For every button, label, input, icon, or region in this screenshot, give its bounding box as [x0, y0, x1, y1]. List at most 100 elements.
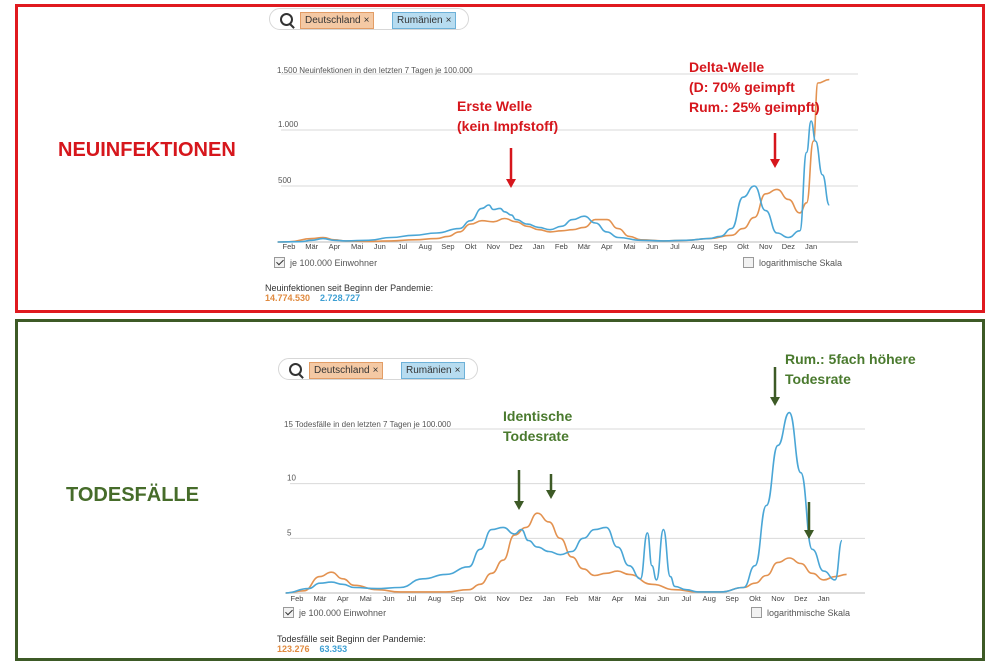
x-tick-label: Nov [487, 242, 501, 251]
x-tick-label: Jul [682, 594, 692, 603]
annotation-line: (kein Impfstoff) [457, 118, 559, 134]
annotation-line: Rum.: 25% geimpft) [689, 99, 820, 115]
chip-deutschland[interactable]: Deutschland × [300, 12, 375, 29]
y-tick-label: 500 [278, 176, 292, 185]
x-tick-label: Feb [291, 594, 304, 603]
x-tick-label: Jul [398, 242, 408, 251]
x-tick-label: Aug [419, 242, 432, 251]
log-scale-checkbox[interactable]: logarithmische Skala [751, 607, 850, 618]
annotation-line: Erste Welle [457, 98, 533, 114]
x-tick-label: Aug [428, 594, 441, 603]
x-tick-label: Jul [407, 594, 417, 603]
x-tick-label: Sep [725, 594, 738, 603]
chip-label: Rumänien [406, 365, 452, 376]
chip-rumaenien[interactable]: Rumänien × [392, 12, 457, 29]
chip-label: Deutschland [305, 15, 361, 26]
totals-title: Neuinfektionen seit Beginn der Pandemie: [265, 283, 434, 293]
x-tick-label: Apr [601, 242, 613, 251]
x-tick-label: Okt [749, 594, 762, 603]
series-line-deutschland [277, 78, 830, 243]
annotation-line: Identische [503, 408, 573, 424]
x-tick-label: Mai [634, 594, 646, 603]
y-tick-label: 1.000 [278, 120, 299, 129]
x-tick-label: Apr [337, 594, 349, 603]
x-tick-label: Nov [759, 242, 773, 251]
x-tick-label: Feb [555, 242, 568, 251]
checkbox-label: je 100.000 Einwohner [290, 257, 378, 268]
annotation-delta-welle: Delta-Welle (D: 70% geimpft Rum.: 25% ge… [689, 57, 820, 117]
annotation-line: Todesrate [785, 371, 851, 387]
close-icon[interactable]: × [445, 15, 452, 26]
x-tick-label: Dez [509, 242, 523, 251]
arrow-head [506, 179, 516, 188]
checkbox-box[interactable] [283, 607, 294, 618]
x-tick-label: Dez [794, 594, 808, 603]
chip-deutschland[interactable]: Deutschland × [309, 362, 384, 379]
x-tick-label: Mär [313, 594, 326, 603]
chart-title: 1.500 Neuinfektionen in den letzten 7 Ta… [277, 66, 473, 75]
annotation-identische-todesrate: Identische Todesrate [503, 406, 572, 446]
annotation-line: Delta-Welle [689, 59, 765, 75]
x-tick-label: Sep [451, 594, 464, 603]
x-tick-label: Aug [691, 242, 704, 251]
arrow-head [514, 501, 524, 510]
annotation-erste-welle: Erste Welle (kein Impfstoff) [457, 96, 558, 136]
section-label-todesfaelle: TODESFÄLLE [66, 484, 199, 506]
log-scale-checkbox[interactable]: logarithmische Skala [743, 257, 842, 268]
x-tick-label: Feb [283, 242, 296, 251]
series-line-rumaenien [277, 120, 831, 243]
x-tick-label: Jan [818, 594, 830, 603]
chart-neuinfektionen: 500 1.000 1.500 Neuinfektionen in den letz… [277, 66, 858, 251]
x-tick-label: Mai [360, 594, 372, 603]
x-tick-label: Nov [496, 594, 510, 603]
annotation-line: (D: 70% geimpft [689, 79, 795, 95]
series-line-deutschland [285, 512, 847, 594]
checkbox-label: je 100.000 Einwohner [299, 607, 387, 618]
totals-values: 14.774.530 2.728.727 [265, 293, 360, 303]
series-line-rumaenien [285, 411, 843, 594]
checkbox-box[interactable] [751, 607, 762, 618]
totals-values: 123.276 63.353 [277, 644, 347, 654]
x-tick-label: Sep [714, 242, 727, 251]
close-icon[interactable]: × [454, 365, 461, 376]
x-tick-label: Aug [703, 594, 716, 603]
total-deutschland: 14.774.530 [265, 293, 311, 303]
checkbox-box[interactable] [274, 257, 285, 268]
x-tick-label: Feb [565, 594, 578, 603]
x-tick-label: Jan [543, 594, 555, 603]
country-search-bar[interactable]: Deutschland × Rumänien × [269, 8, 469, 30]
search-icon [289, 363, 302, 376]
x-tick-label: Dez [782, 242, 796, 251]
panel-todesfaelle [15, 319, 985, 661]
per-100k-checkbox[interactable]: je 100.000 Einwohner [274, 257, 377, 268]
annotation-line: Rum.: 5fach höhere [785, 351, 916, 367]
total-rumaenien: 63.353 [319, 644, 348, 654]
close-icon[interactable]: × [363, 15, 370, 26]
x-tick-label: Okt [474, 594, 487, 603]
x-tick-label: Mär [588, 594, 601, 603]
x-tick-label: Dez [519, 594, 533, 603]
arrow-head [770, 159, 780, 168]
total-deutschland: 123.276 [277, 644, 310, 654]
x-tick-label: Jun [374, 242, 386, 251]
search-icon [280, 13, 293, 26]
x-tick-label: Jun [657, 594, 669, 603]
close-icon[interactable]: × [372, 365, 379, 376]
checkbox-box[interactable] [743, 257, 754, 268]
arrow-head [770, 397, 780, 406]
x-tick-label: Mai [623, 242, 635, 251]
x-tick-label: Jul [670, 242, 680, 251]
x-tick-label: Jan [805, 242, 817, 251]
x-tick-label: Mär [578, 242, 591, 251]
checkbox-label: logarithmische Skala [759, 257, 843, 268]
country-search-bar[interactable]: Deutschland × Rumänien × [278, 358, 478, 380]
panel-neuinfektionen [15, 4, 985, 313]
arrow-head [804, 530, 814, 539]
x-tick-label: Jun [646, 242, 658, 251]
x-tick-label: Jun [383, 594, 395, 603]
checkbox-label: logarithmische Skala [767, 607, 851, 618]
per-100k-checkbox[interactable]: je 100.000 Einwohner [283, 607, 386, 618]
chip-label: Rumänien [397, 15, 443, 26]
chip-rumaenien[interactable]: Rumänien × [401, 362, 466, 379]
